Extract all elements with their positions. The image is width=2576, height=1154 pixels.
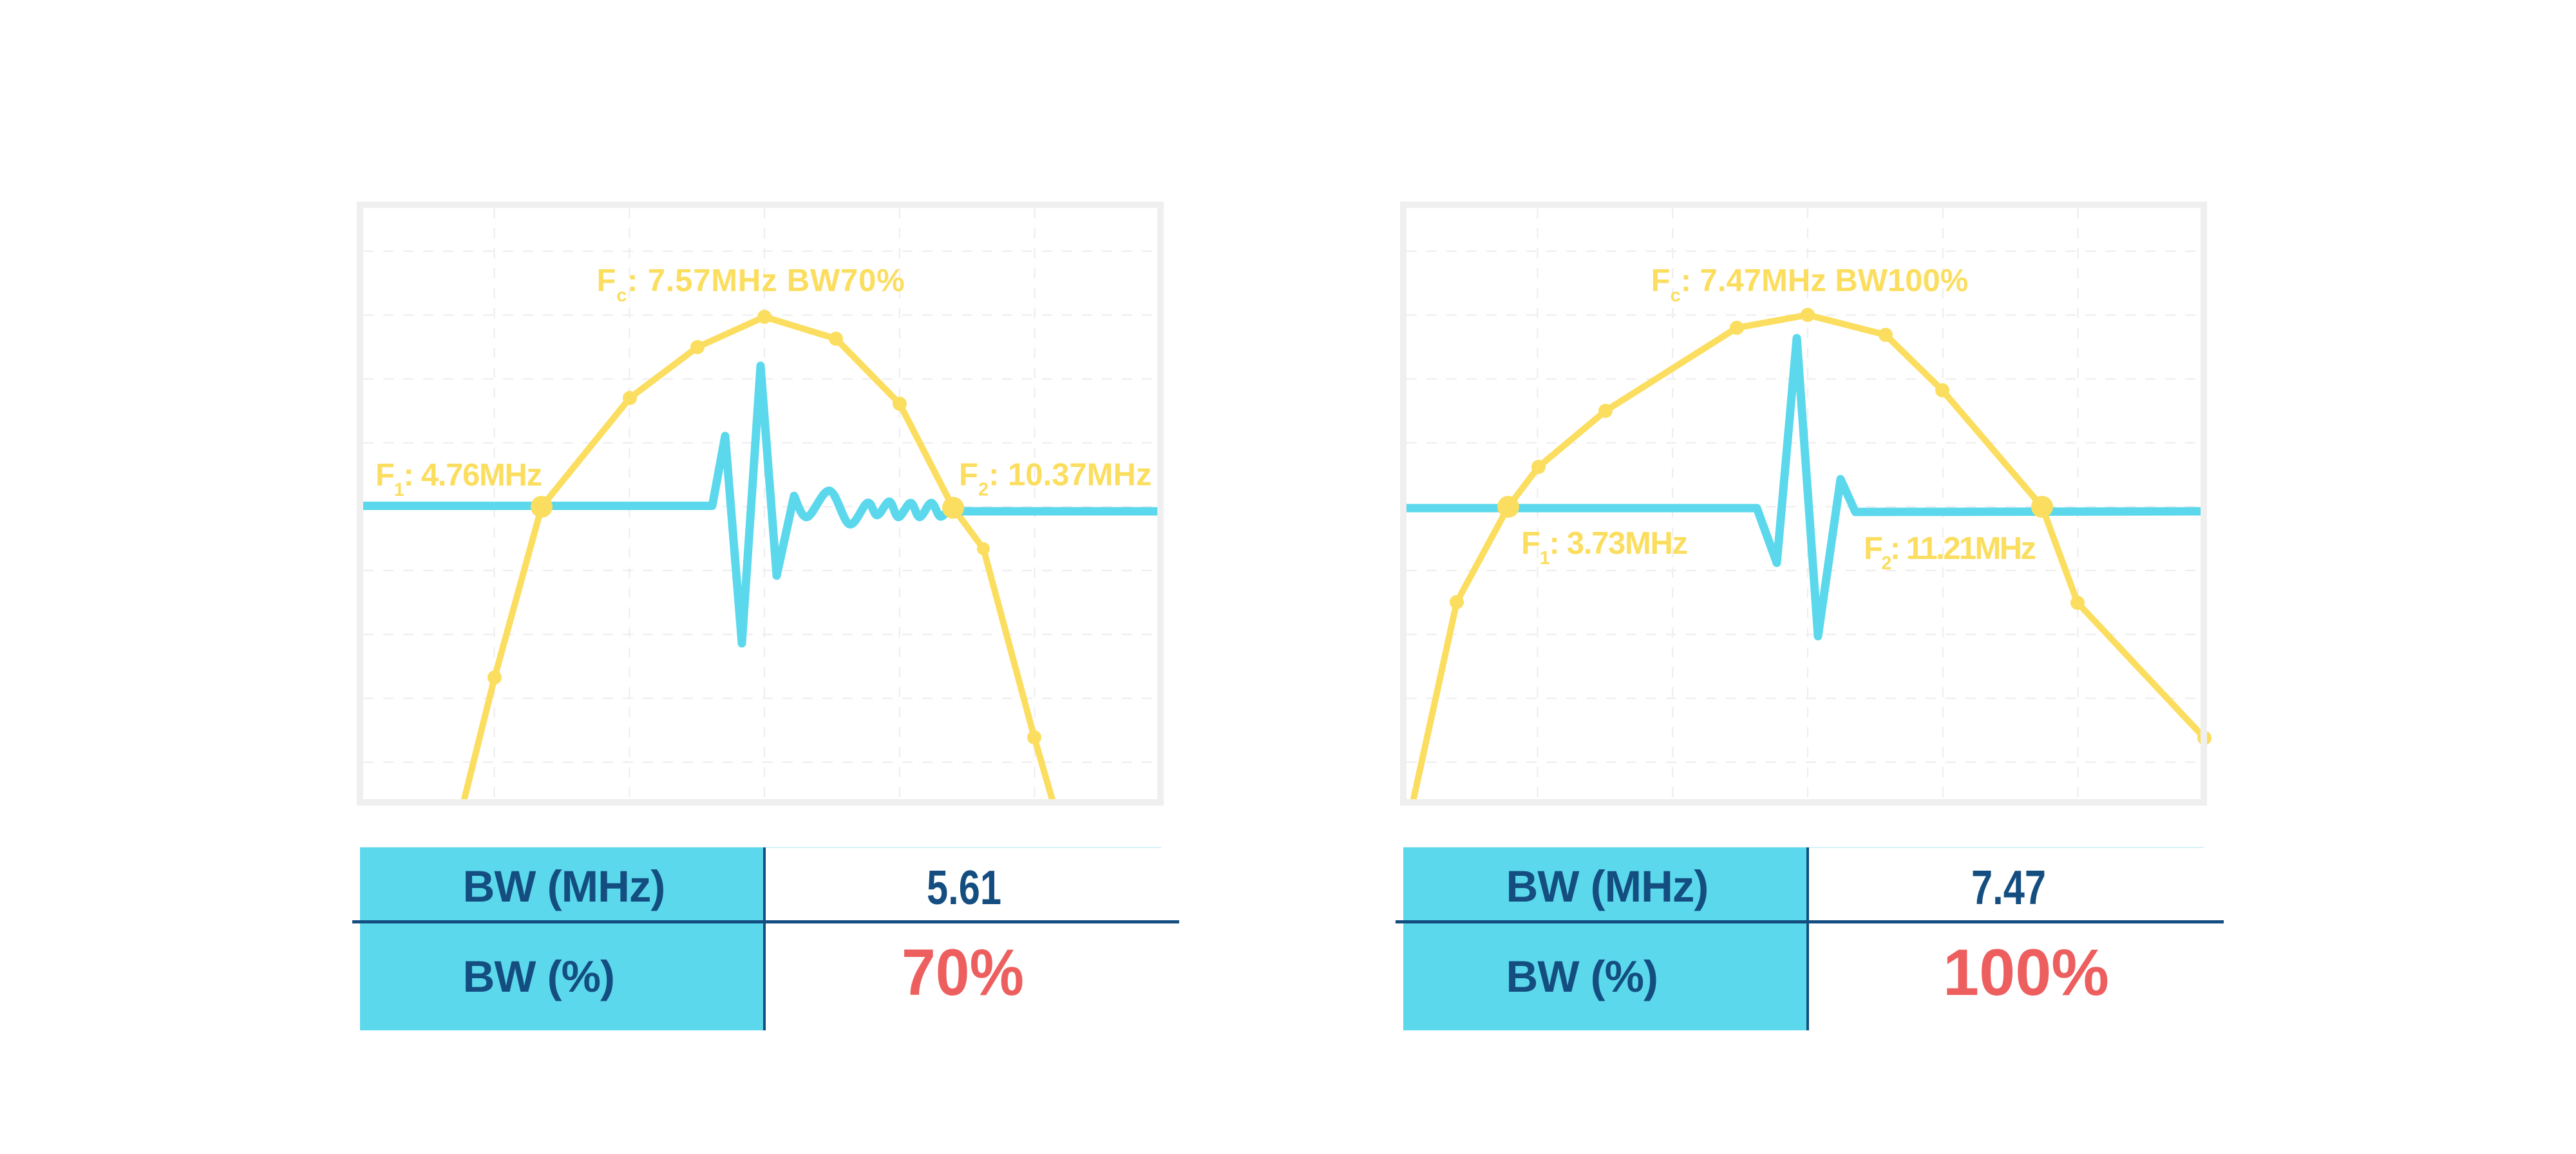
svg-text:70%: 70% <box>902 936 1024 1009</box>
svg-text:BW (MHz): BW (MHz) <box>1506 862 1709 911</box>
svg-text:5.61: 5.61 <box>927 860 1001 914</box>
svg-text:BW (%): BW (%) <box>1506 952 1658 1001</box>
svg-text:7.47: 7.47 <box>1971 860 2046 914</box>
svg-text:BW (%): BW (%) <box>463 952 614 1001</box>
svg-text:BW (MHz): BW (MHz) <box>463 862 665 911</box>
svg-text:100%: 100% <box>1943 936 2109 1009</box>
